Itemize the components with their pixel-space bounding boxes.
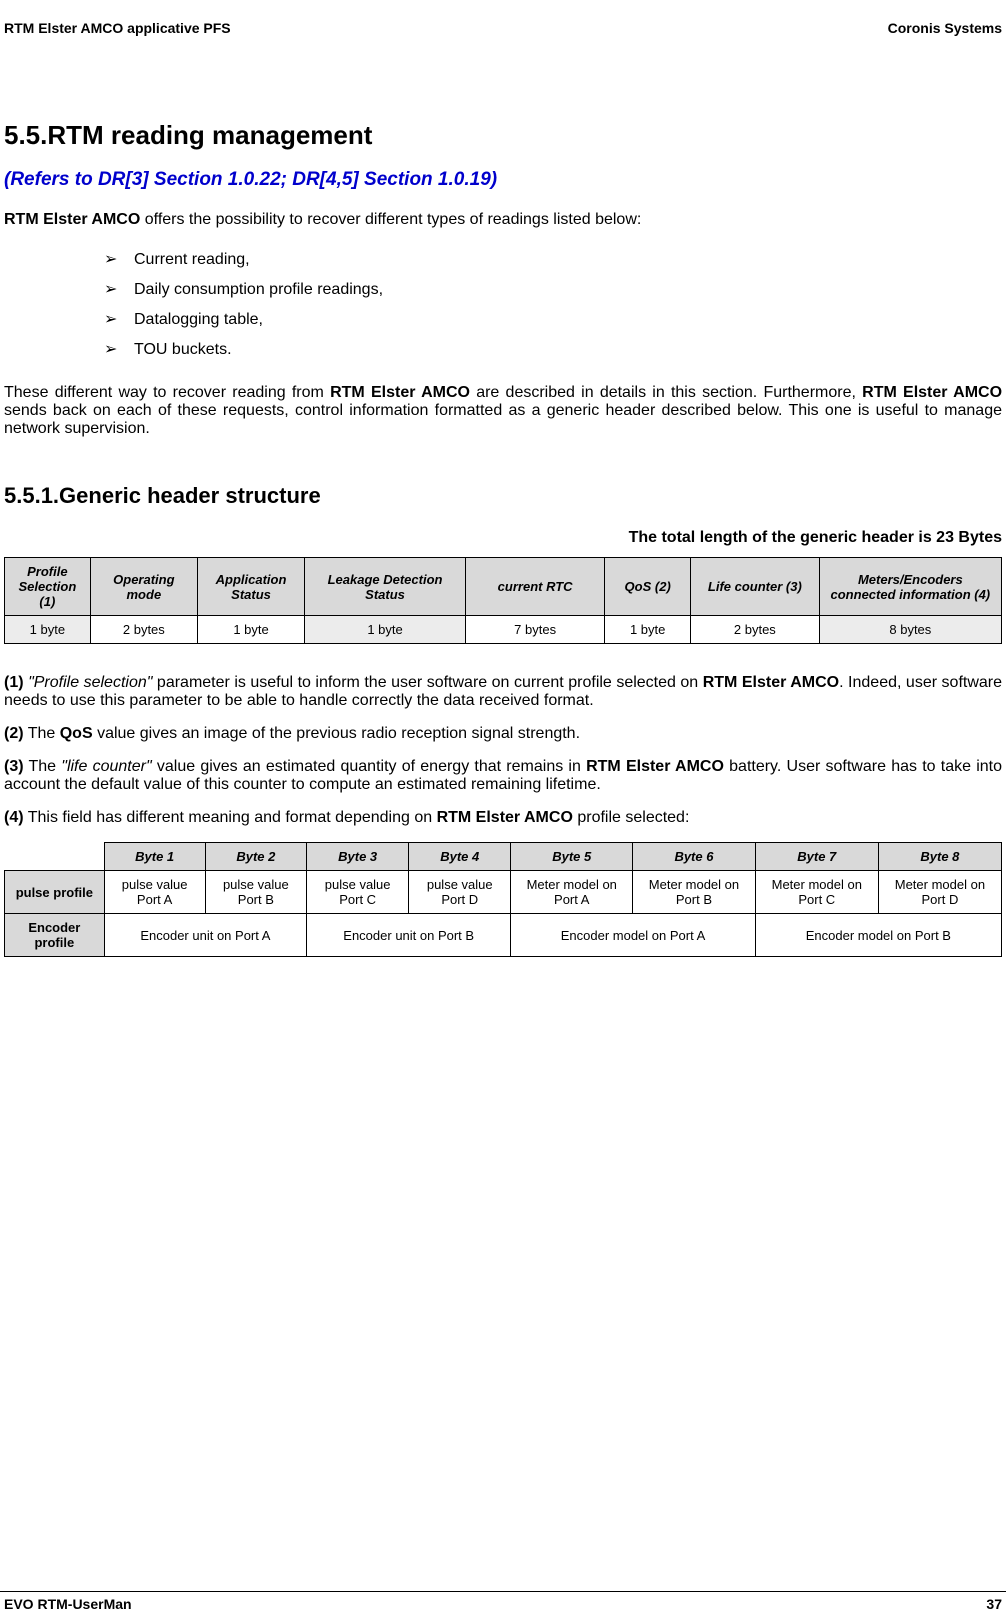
table-row: Encoder profile Encoder unit on Port A E… <box>5 914 1002 957</box>
footer-left: EVO RTM-UserMan <box>4 1596 132 1612</box>
td: pulse value Port C <box>307 871 409 914</box>
bullet-item: TOU buckets. <box>104 339 1002 359</box>
th: Leakage Detection Status <box>305 558 466 616</box>
th: Byte 4 <box>409 843 511 871</box>
th: Life counter (3) <box>691 558 820 616</box>
th: Profile Selection (1) <box>5 558 91 616</box>
page-header: RTM Elster AMCO applicative PFS Coronis … <box>0 20 1006 40</box>
para2-b: are described in details in this section… <box>470 384 862 401</box>
bullet-list: Current reading, Daily consumption profi… <box>104 249 1002 359</box>
td: 1 byte <box>5 616 91 644</box>
td: Meter model on Port B <box>633 871 756 914</box>
note4-num: (4) <box>4 809 24 826</box>
td: 2 bytes <box>90 616 197 644</box>
footer-right: 37 <box>986 1596 1002 1612</box>
intro-bold: RTM Elster AMCO <box>4 211 140 228</box>
td: Encoder unit on Port A <box>104 914 306 957</box>
note1-bold: RTM Elster AMCO <box>703 674 839 691</box>
table-row: Byte 1 Byte 2 Byte 3 Byte 4 Byte 5 Byte … <box>5 843 1002 871</box>
note3-italic: "life counter" <box>61 758 151 775</box>
note2-c: value gives an image of the previous rad… <box>93 725 580 742</box>
header-right: Coronis Systems <box>888 20 1002 36</box>
subsection-right-line: The total length of the generic header i… <box>4 529 1002 547</box>
th: Byte 3 <box>307 843 409 871</box>
td: 7 bytes <box>465 616 604 644</box>
para2-bold2: RTM Elster AMCO <box>862 384 1002 401</box>
td: pulse value Port B <box>205 871 307 914</box>
header-left: RTM Elster AMCO applicative PFS <box>4 20 231 36</box>
td: pulse value Port A <box>104 871 205 914</box>
row-label: Encoder profile <box>5 914 105 957</box>
th: Byte 5 <box>511 843 633 871</box>
section-title: 5.5.RTM reading management <box>4 120 1002 151</box>
note1-num: (1) <box>4 674 28 691</box>
th: Meters/Encoders connected information (4… <box>819 558 1001 616</box>
table-row: Profile Selection (1) Operating mode App… <box>5 558 1002 616</box>
page-footer: EVO RTM-UserMan 37 <box>0 1591 1006 1612</box>
td: Encoder model on Port A <box>511 914 755 957</box>
subsection-title: 5.5.1.Generic header structure <box>4 483 1002 509</box>
td: 8 bytes <box>819 616 1001 644</box>
th: Byte 6 <box>633 843 756 871</box>
note3-bold: RTM Elster AMCO <box>586 758 724 775</box>
row-label: pulse profile <box>5 871 105 914</box>
note4-b: This field has different meaning and for… <box>24 809 437 826</box>
note3-c: value gives an estimated quantity of ene… <box>152 758 586 775</box>
td: 1 byte <box>305 616 466 644</box>
note4-bold: RTM Elster AMCO <box>437 809 573 826</box>
td: 1 byte <box>197 616 304 644</box>
th: Operating mode <box>90 558 197 616</box>
td: Meter model on Port A <box>511 871 633 914</box>
note2-num: (2) <box>4 725 24 742</box>
note-2: (2) The QoS value gives an image of the … <box>4 725 1002 743</box>
content: 5.5.RTM reading management (Refers to DR… <box>0 40 1006 957</box>
bullet-item: Current reading, <box>104 249 1002 269</box>
page: RTM Elster AMCO applicative PFS Coronis … <box>0 0 1006 1622</box>
note4-c: profile selected: <box>573 809 690 826</box>
bullet-item: Daily consumption profile readings, <box>104 279 1002 299</box>
bullet-item: Datalogging table, <box>104 309 1002 329</box>
notes: (1) "Profile selection" parameter is use… <box>4 674 1002 827</box>
note-3: (3) The "life counter" value gives an es… <box>4 758 1002 794</box>
para2-c: sends back on each of these requests, co… <box>4 402 1002 437</box>
intro-rest: offers the possibility to recover differ… <box>140 211 641 228</box>
note-1: (1) "Profile selection" parameter is use… <box>4 674 1002 710</box>
para2: These different way to recover reading f… <box>4 384 1002 438</box>
note-4: (4) This field has different meaning and… <box>4 809 1002 827</box>
th: Byte 1 <box>104 843 205 871</box>
para2-a: These different way to recover reading f… <box>4 384 330 401</box>
note2-bold: QoS <box>60 725 93 742</box>
th: Byte 2 <box>205 843 307 871</box>
td: Encoder unit on Port B <box>307 914 511 957</box>
td: 1 byte <box>605 616 691 644</box>
generic-header-table: Profile Selection (1) Operating mode App… <box>4 557 1002 644</box>
para2-bold1: RTM Elster AMCO <box>330 384 470 401</box>
th: Byte 7 <box>755 843 878 871</box>
td: Meter model on Port C <box>755 871 878 914</box>
note1-italic: "Profile selection" <box>28 674 152 691</box>
th: QoS (2) <box>605 558 691 616</box>
intro-paragraph: RTM Elster AMCO offers the possibility t… <box>4 211 1002 229</box>
table-row: pulse profile pulse value Port A pulse v… <box>5 871 1002 914</box>
td: Meter model on Port D <box>878 871 1001 914</box>
td: pulse value Port D <box>409 871 511 914</box>
table-row: 1 byte 2 bytes 1 byte 1 byte 7 bytes 1 b… <box>5 616 1002 644</box>
th: Application Status <box>197 558 304 616</box>
note3-num: (3) <box>4 758 24 775</box>
th: Byte 8 <box>878 843 1001 871</box>
td: Encoder model on Port B <box>755 914 1001 957</box>
note3-b: The <box>24 758 62 775</box>
note1-b: parameter is useful to inform the user s… <box>152 674 702 691</box>
section-refers: (Refers to DR[3] Section 1.0.22; DR[4,5]… <box>4 169 1002 191</box>
th: current RTC <box>465 558 604 616</box>
note2-b: The <box>24 725 60 742</box>
profile-bytes-table: Byte 1 Byte 2 Byte 3 Byte 4 Byte 5 Byte … <box>4 842 1002 957</box>
td: 2 bytes <box>691 616 820 644</box>
